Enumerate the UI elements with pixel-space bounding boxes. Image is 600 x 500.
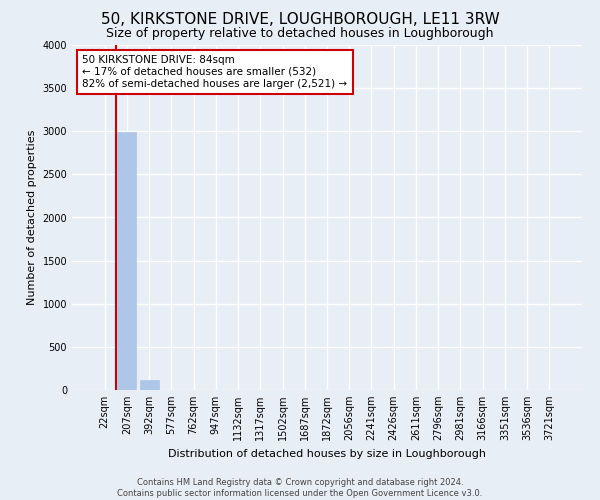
Text: 50, KIRKSTONE DRIVE, LOUGHBOROUGH, LE11 3RW: 50, KIRKSTONE DRIVE, LOUGHBOROUGH, LE11 … xyxy=(101,12,499,28)
Bar xyxy=(118,132,136,390)
Text: 50 KIRKSTONE DRIVE: 84sqm
← 17% of detached houses are smaller (532)
82% of semi: 50 KIRKSTONE DRIVE: 84sqm ← 17% of detac… xyxy=(82,56,347,88)
X-axis label: Distribution of detached houses by size in Loughborough: Distribution of detached houses by size … xyxy=(168,448,486,458)
Y-axis label: Number of detached properties: Number of detached properties xyxy=(27,130,37,305)
Text: Contains HM Land Registry data © Crown copyright and database right 2024.
Contai: Contains HM Land Registry data © Crown c… xyxy=(118,478,482,498)
Bar xyxy=(140,380,158,390)
Text: Size of property relative to detached houses in Loughborough: Size of property relative to detached ho… xyxy=(106,28,494,40)
